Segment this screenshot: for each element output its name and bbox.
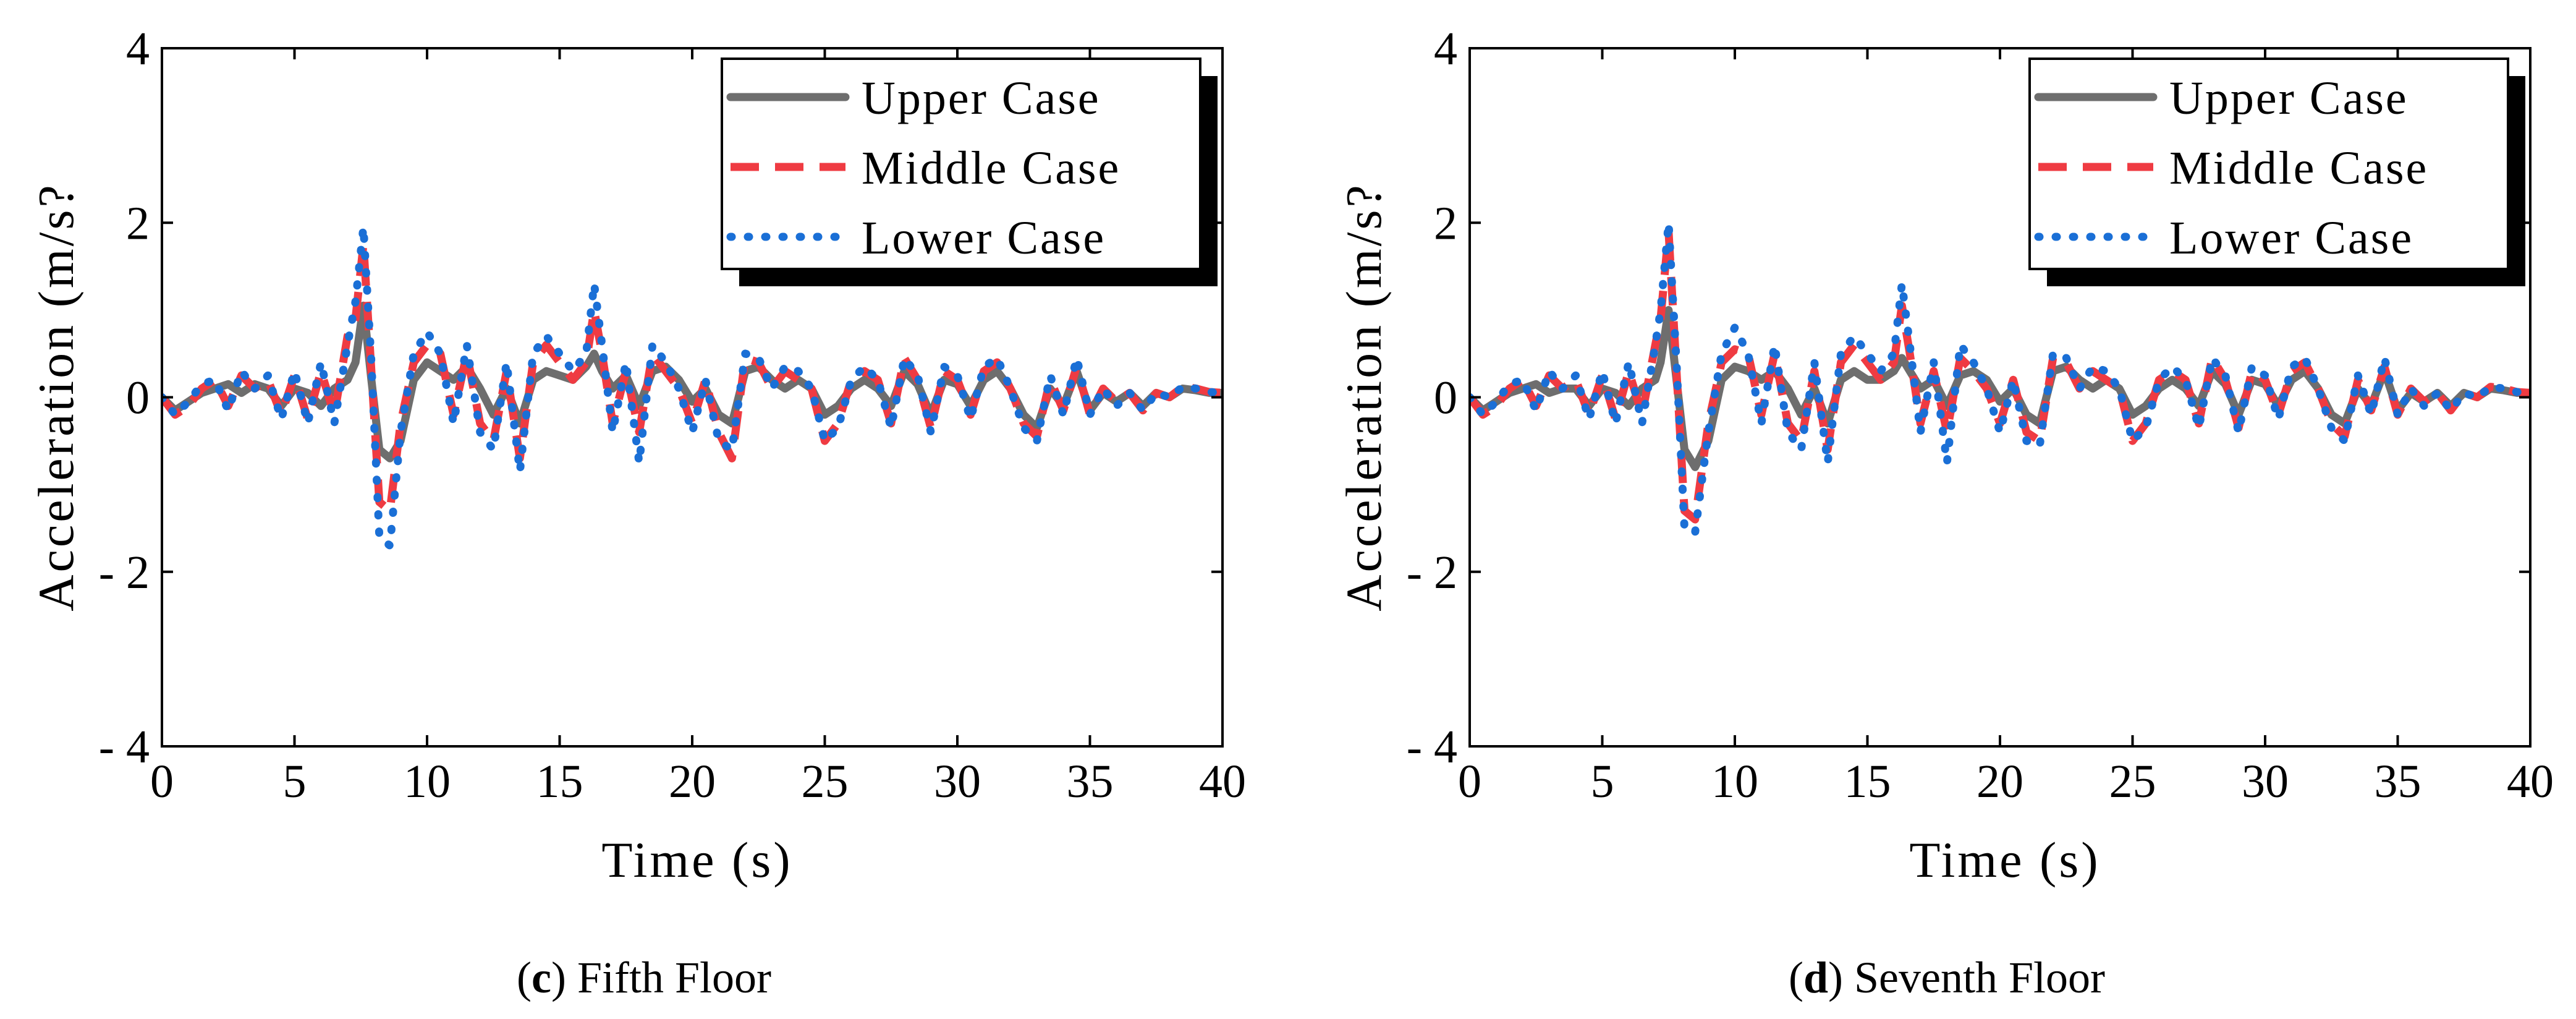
- legend-label: Middle Case: [862, 142, 1121, 194]
- x-tick-label: 40: [2507, 756, 2554, 808]
- y-tick-label: 2: [126, 197, 150, 249]
- x-axis-label: Time (s): [1909, 832, 2100, 888]
- x-tick-label: 35: [1067, 756, 1114, 808]
- y-axis-label: Acceleration (m/s?: [28, 182, 84, 612]
- series-line-lower-case: [162, 223, 1222, 550]
- y-tick-label: - 2: [1407, 547, 1457, 599]
- x-tick-label: 25: [2109, 756, 2156, 808]
- legend-label: Lower Case: [862, 212, 1106, 264]
- x-tick-label: 25: [802, 756, 849, 808]
- caption-text: Fifth Floor: [566, 953, 771, 1002]
- legend-label: Upper Case: [862, 72, 1101, 124]
- panel-caption: (d) Seventh Floor: [1789, 953, 2105, 1002]
- x-tick-label: 20: [1976, 756, 2023, 808]
- y-tick-label: 4: [1434, 23, 1457, 75]
- x-tick-label: 15: [1844, 756, 1891, 808]
- legend-label: Upper Case: [2169, 72, 2409, 124]
- x-tick-label: 10: [1711, 756, 1758, 808]
- x-tick-label: 5: [283, 756, 307, 808]
- x-tick-label: 10: [404, 756, 451, 808]
- caption-text: Seventh Floor: [1843, 953, 2105, 1002]
- x-tick-label: 30: [934, 756, 981, 808]
- panel-fifth-floor: Acceleration (m/s? Time (s) (c) Fifth Fl…: [28, 23, 1246, 1002]
- series-line-lower-case: [1470, 218, 2530, 537]
- legend-label: Lower Case: [2169, 212, 2413, 264]
- caption-letter: d: [1803, 953, 1828, 1002]
- y-tick-label: 4: [126, 23, 150, 75]
- x-tick-label: 40: [1199, 756, 1246, 808]
- panel-seventh-floor: Acceleration (m/s? Time (s) (d) Seventh …: [1336, 23, 2554, 1002]
- x-tick-label: 0: [150, 756, 174, 808]
- y-tick-label: - 4: [99, 721, 150, 773]
- y-tick-label: 2: [1434, 197, 1457, 249]
- x-tick-label: 20: [669, 756, 716, 808]
- y-tick-label: 0: [126, 372, 150, 424]
- x-tick-label: 30: [2242, 756, 2289, 808]
- series-line-upper-case: [1470, 305, 2530, 471]
- y-axis-label: Acceleration (m/s?: [1336, 182, 1392, 612]
- x-tick-label: 15: [536, 756, 583, 808]
- y-tick-label: - 2: [99, 547, 150, 599]
- panel-caption: (c) Fifth Floor: [517, 953, 771, 1002]
- x-tick-label: 5: [1591, 756, 1614, 808]
- y-tick-label: 0: [1434, 372, 1457, 424]
- x-tick-label: 35: [2375, 756, 2421, 808]
- legend: Upper Case Middle Case Lower Case: [721, 58, 1218, 286]
- legend-label: Middle Case: [2169, 142, 2428, 194]
- y-tick-label: - 4: [1407, 721, 1457, 773]
- x-axis-label: Time (s): [601, 832, 792, 888]
- caption-letter: c: [532, 953, 551, 1002]
- legend: Upper Case Middle Case Lower Case: [2028, 58, 2525, 286]
- x-tick-label: 0: [1458, 756, 1481, 808]
